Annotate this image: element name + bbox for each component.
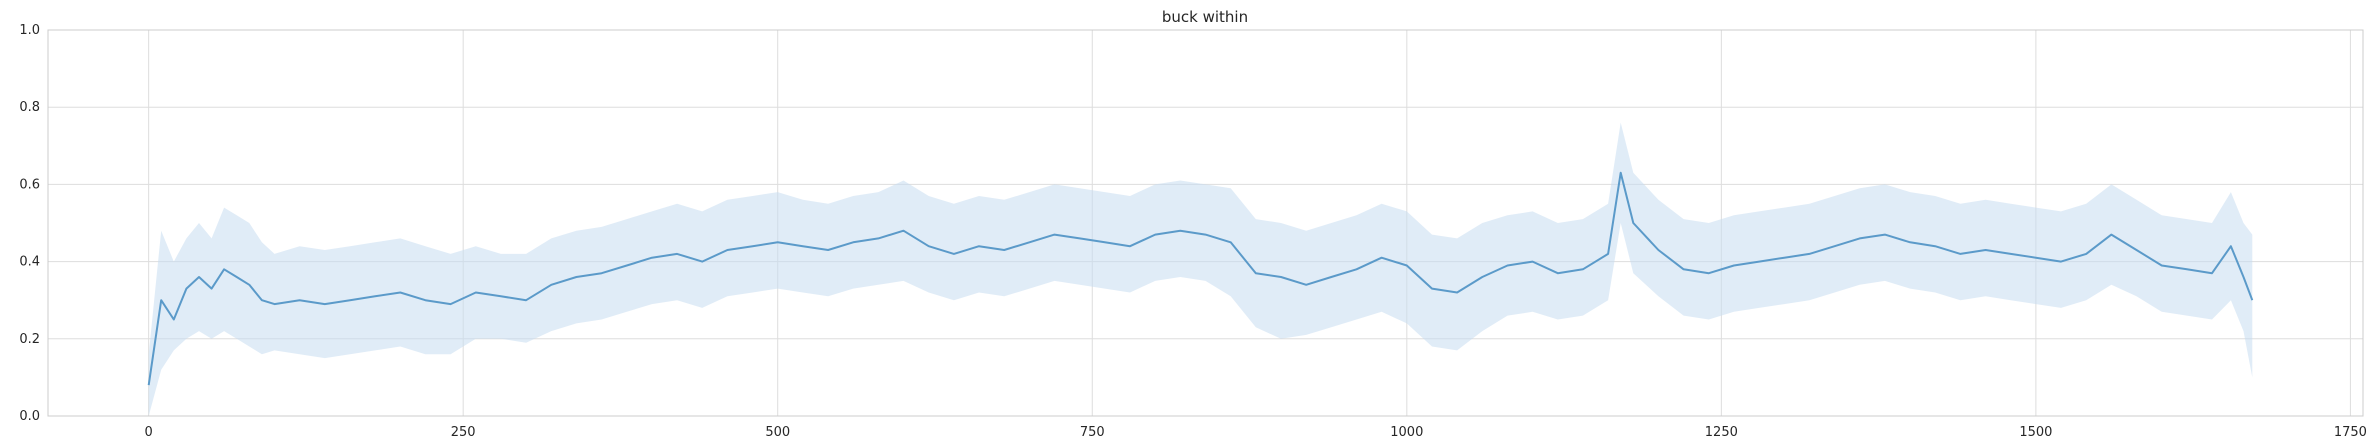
x-tick-label: 1000 — [1390, 425, 1423, 440]
plot-frame — [47, 29, 2364, 417]
y-tick-label: 0.0 — [19, 409, 40, 424]
data-line — [147, 171, 2254, 386]
x-tick-label: 750 — [1080, 425, 1105, 440]
confidence-band-area — [148, 122, 2253, 416]
y-tick-label: 0.8 — [19, 100, 40, 115]
y-tick-label: 1.0 — [19, 23, 40, 38]
x-tick-label: 250 — [451, 425, 476, 440]
y-tick-label: 0.2 — [19, 332, 40, 347]
x-tick-label: 0 — [145, 425, 153, 440]
x-tick-label: 1500 — [2019, 425, 2052, 440]
y-axis-ticks: 0.0 0.2 0.4 0.6 0.8 1.0 — [19, 23, 40, 424]
x-axis-ticks: 0 250 500 750 1000 1250 1500 1750 — [145, 425, 2367, 440]
x-tick-label: 1250 — [1705, 425, 1738, 440]
y-tick-label: 0.4 — [19, 255, 40, 270]
chart-title: buck within — [1162, 8, 1248, 26]
series-line — [147, 171, 2254, 386]
y-tick-label: 0.6 — [19, 177, 40, 192]
x-tick-label: 1750 — [2334, 425, 2367, 440]
confidence-band — [148, 122, 2253, 416]
x-tick-label: 500 — [765, 425, 790, 440]
